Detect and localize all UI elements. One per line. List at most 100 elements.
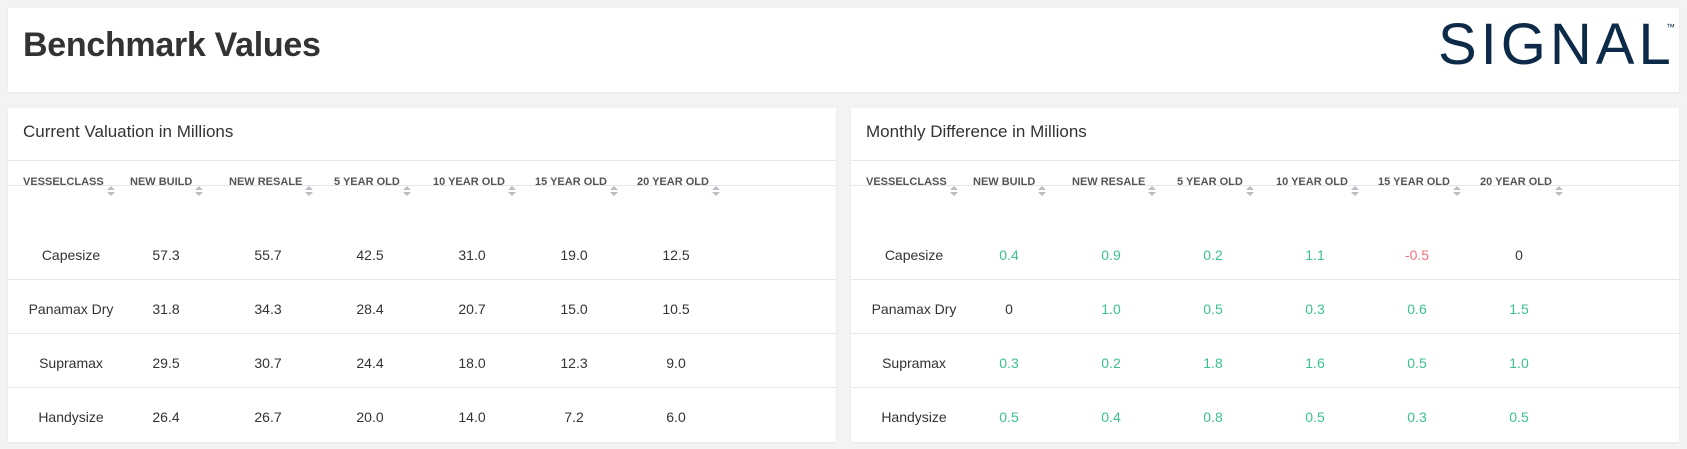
value-cell: 14.0 xyxy=(458,409,486,425)
sort-icon[interactable] xyxy=(1350,176,1359,197)
column-header-label: NEW RESALE xyxy=(229,176,303,188)
column-header-vesselclass[interactable]: VESSELCLASS xyxy=(23,165,115,199)
sort-icon[interactable] xyxy=(1038,176,1047,197)
column-header-new-resale[interactable]: NEW RESALE xyxy=(1072,165,1157,199)
value-cell: 1.6 xyxy=(1305,355,1325,371)
column-header-15-year-old[interactable]: 15 YEAR OLD xyxy=(535,165,618,199)
row-divider xyxy=(851,387,1679,388)
table-row: Panamax Dry 0 1.0 0.5 0.3 0.6 1.5 xyxy=(851,280,1679,338)
value-cell: 26.4 xyxy=(152,409,180,425)
sort-icon[interactable] xyxy=(1554,176,1563,197)
value-cell: 15.0 xyxy=(560,301,588,317)
value-cell: 0.8 xyxy=(1203,409,1223,425)
value-cell: 18.0 xyxy=(458,355,486,371)
column-header-new-resale[interactable]: NEW RESALE xyxy=(229,165,314,199)
table-row: Capesize 57.3 55.7 42.5 31.0 19.0 12.5 xyxy=(8,226,836,284)
signal-logo: SIGNAL xyxy=(1438,12,1675,77)
row-divider xyxy=(8,279,836,280)
table-header: VESSELCLASS NEW BUILD NEW RESALE 5 YEAR OLD… xyxy=(851,165,1679,199)
value-cell: 1.1 xyxy=(1305,247,1325,263)
sort-icon[interactable] xyxy=(1148,176,1157,197)
title-divider xyxy=(851,160,1679,161)
column-header-vesselclass[interactable]: VESSELCLASS xyxy=(866,165,958,199)
value-cell: 19.0 xyxy=(560,247,588,263)
column-header-label: 10 YEAR OLD xyxy=(433,176,505,188)
column-header-label: 20 YEAR OLD xyxy=(637,176,709,188)
value-cell: 0.9 xyxy=(1101,247,1121,263)
vesselclass-cell: Supramax xyxy=(39,355,103,371)
value-cell: 0.2 xyxy=(1203,247,1223,263)
column-header-label: 5 YEAR OLD xyxy=(1177,176,1243,188)
monthly-difference-panel: Monthly Difference in Millions VESSELCLA… xyxy=(851,108,1679,442)
column-header-new-build[interactable]: NEW BUILD xyxy=(130,165,204,199)
value-cell: 12.3 xyxy=(560,355,588,371)
value-cell: 6.0 xyxy=(666,409,686,425)
sort-icon[interactable] xyxy=(711,176,720,197)
column-header-label: VESSELCLASS xyxy=(866,176,947,188)
row-divider xyxy=(8,387,836,388)
sort-icon[interactable] xyxy=(949,176,958,197)
value-cell: -0.5 xyxy=(1404,247,1430,263)
table-row: Capesize 0.4 0.9 0.2 1.1 -0.5 0 xyxy=(851,226,1679,284)
sort-icon[interactable] xyxy=(1452,176,1461,197)
current-valuation-panel: Current Valuation in Millions VESSELCLAS… xyxy=(8,108,836,442)
value-cell: 28.4 xyxy=(356,301,384,317)
vesselclass-cell: Capesize xyxy=(884,247,944,263)
monthly-difference-title: Monthly Difference in Millions xyxy=(866,122,1087,141)
header-divider xyxy=(851,185,1679,186)
vesselclass-cell: Panamax Dry xyxy=(871,301,957,317)
logo-trademark: ™ xyxy=(1666,22,1675,32)
value-cell: 0.5 xyxy=(1305,409,1325,425)
value-cell: 0.5 xyxy=(999,409,1019,425)
column-header-15-year-old[interactable]: 15 YEAR OLD xyxy=(1378,165,1461,199)
column-header-label: NEW BUILD xyxy=(973,176,1036,188)
value-cell: 7.2 xyxy=(564,409,584,425)
column-header-20-year-old[interactable]: 20 YEAR OLD xyxy=(637,165,720,199)
column-header-10-year-old[interactable]: 10 YEAR OLD xyxy=(1276,165,1359,199)
vesselclass-cell: Panamax Dry xyxy=(28,301,114,317)
value-cell: 0.4 xyxy=(1101,409,1121,425)
column-header-20-year-old[interactable]: 20 YEAR OLD xyxy=(1480,165,1563,199)
column-header-new-build[interactable]: NEW BUILD xyxy=(973,165,1047,199)
value-cell: 9.0 xyxy=(666,355,686,371)
column-header-label: 15 YEAR OLD xyxy=(535,176,607,188)
value-cell: 0.4 xyxy=(999,247,1019,263)
column-header-5-year-old[interactable]: 5 YEAR OLD xyxy=(1177,165,1254,199)
vesselclass-cell: Handysize xyxy=(881,409,947,425)
sort-icon[interactable] xyxy=(106,176,115,197)
value-cell: 26.7 xyxy=(254,409,282,425)
value-cell: 34.3 xyxy=(254,301,282,317)
row-divider xyxy=(851,333,1679,334)
value-cell: 0 xyxy=(1005,301,1013,317)
table-row: Handysize 0.5 0.4 0.8 0.5 0.3 0.5 xyxy=(851,388,1679,446)
vesselclass-cell: Supramax xyxy=(882,355,946,371)
value-cell: 42.5 xyxy=(356,247,384,263)
value-cell: 0.5 xyxy=(1509,409,1529,425)
page-title: Benchmark Values xyxy=(23,26,321,64)
value-cell: 0 xyxy=(1515,247,1523,263)
sort-icon[interactable] xyxy=(305,176,314,197)
sort-icon[interactable] xyxy=(195,176,204,197)
sort-icon[interactable] xyxy=(609,176,618,197)
column-header-5-year-old[interactable]: 5 YEAR OLD xyxy=(334,165,411,199)
row-divider xyxy=(8,333,836,334)
value-cell: 29.5 xyxy=(152,355,180,371)
table-header: VESSELCLASS NEW BUILD NEW RESALE 5 YEAR OLD… xyxy=(8,165,836,199)
header-divider xyxy=(8,185,836,186)
value-cell: 0.6 xyxy=(1407,301,1427,317)
title-divider xyxy=(8,160,836,161)
column-header-label: 10 YEAR OLD xyxy=(1276,176,1348,188)
value-cell: 20.0 xyxy=(356,409,384,425)
sort-icon[interactable] xyxy=(1245,176,1254,197)
column-header-label: VESSELCLASS xyxy=(23,176,104,188)
sort-icon[interactable] xyxy=(402,176,411,197)
column-header-label: 15 YEAR OLD xyxy=(1378,176,1450,188)
column-header-label: NEW RESALE xyxy=(1072,176,1146,188)
value-cell: 1.5 xyxy=(1509,301,1529,317)
current-valuation-title: Current Valuation in Millions xyxy=(23,122,234,141)
value-cell: 10.5 xyxy=(662,301,690,317)
table-row: Supramax 0.3 0.2 1.8 1.6 0.5 1.0 xyxy=(851,334,1679,392)
column-header-10-year-old[interactable]: 10 YEAR OLD xyxy=(433,165,516,199)
value-cell: 1.0 xyxy=(1509,355,1529,371)
sort-icon[interactable] xyxy=(507,176,516,197)
